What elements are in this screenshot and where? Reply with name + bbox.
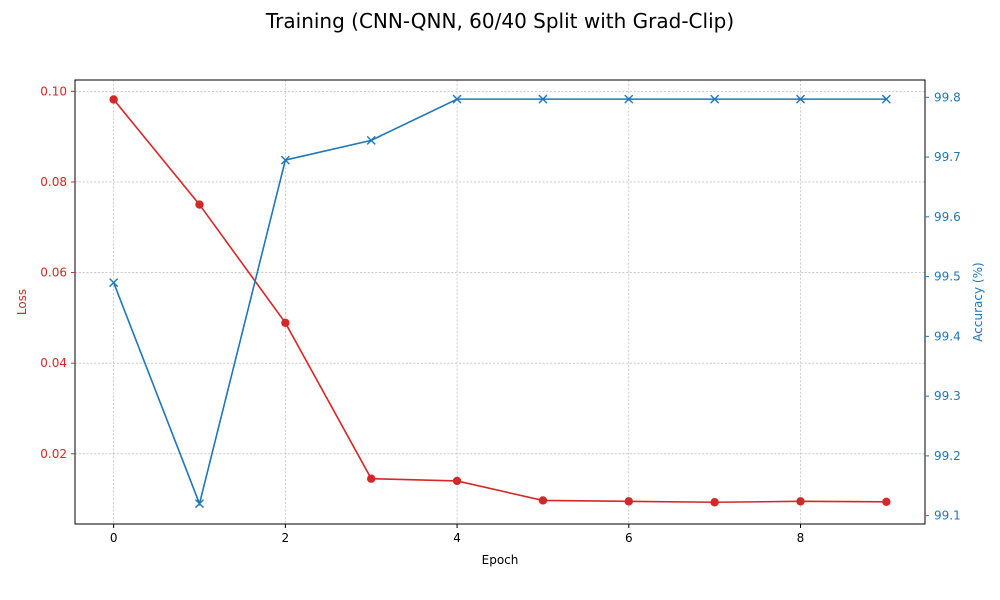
grid [75, 80, 925, 524]
y-right-tick-label: 99.8 [934, 90, 961, 104]
x-tick-label: 2 [282, 531, 290, 545]
data-point [109, 95, 118, 104]
data-point [538, 94, 548, 104]
y-left-tick-label: 0.06 [40, 266, 67, 280]
data-point [624, 497, 633, 506]
data-point [710, 498, 719, 507]
y-right-tick-label: 99.1 [934, 509, 961, 523]
data-point [881, 94, 891, 104]
chart-title: Training (CNN-QNN, 60/40 Split with Grad… [265, 9, 734, 33]
x-axis-label: Epoch [482, 553, 519, 567]
data-point [796, 497, 805, 506]
x-tick-label: 0 [110, 531, 118, 545]
plot-frame [74, 79, 926, 525]
data-point [452, 476, 462, 486]
data-point [452, 94, 462, 104]
data-point [280, 155, 290, 165]
data-point [367, 474, 376, 483]
y-right-tick-label: 99.2 [934, 449, 961, 463]
data-point [109, 278, 119, 288]
data-point [366, 135, 376, 145]
y-axis-left: 0.02 0.04 0.06 0.08 0.10 [40, 84, 75, 461]
data-point [710, 94, 720, 104]
data-point [281, 318, 290, 328]
y-right-tick-label: 99.3 [934, 389, 961, 403]
series-line [113, 98, 887, 504]
y-left-tick-label: 0.10 [40, 84, 67, 98]
x-tick-label: 4 [453, 531, 461, 545]
y-axis-right-label: Accuracy (%) [971, 262, 985, 341]
y-right-tick-label: 99.6 [934, 210, 961, 224]
data-point [624, 94, 634, 104]
y-axis-left-label: Loss [15, 289, 29, 315]
series-line [112, 98, 887, 507]
y-right-tick-label: 99.7 [934, 150, 961, 164]
y-right-tick-label: 99.5 [934, 270, 961, 284]
data-point [796, 94, 805, 104]
series-accuracy [109, 94, 891, 509]
y-left-tick-label: 0.02 [40, 447, 67, 461]
x-tick-label: 6 [625, 531, 633, 545]
data-point [538, 496, 548, 505]
data-point [195, 200, 204, 209]
y-left-tick-label: 0.08 [40, 175, 67, 189]
series-loss [109, 95, 891, 507]
y-left-tick-label: 0.04 [40, 356, 67, 370]
x-axis: 0 2 4 6 8 [110, 524, 805, 545]
data-point [195, 499, 204, 509]
y-axis-right: 99.1 99.2 99.3 99.4 99.5 99.6 99.7 99.8 [925, 90, 961, 523]
x-tick-label: 8 [797, 531, 805, 545]
y-right-tick-label: 99.4 [934, 329, 961, 343]
series-layer [109, 94, 891, 509]
data-point [882, 497, 891, 506]
